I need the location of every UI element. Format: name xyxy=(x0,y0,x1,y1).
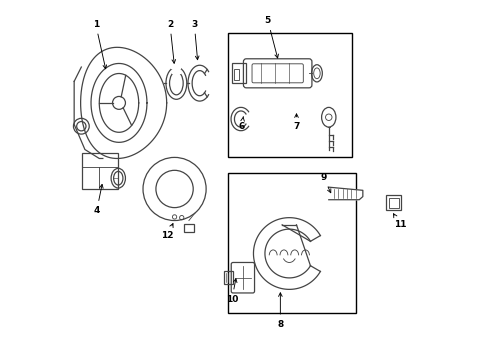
Bar xyxy=(224,271,233,284)
Bar xyxy=(228,173,355,313)
Text: 11: 11 xyxy=(393,214,406,229)
Bar xyxy=(388,198,398,208)
Text: 1: 1 xyxy=(92,19,106,69)
Bar xyxy=(184,225,194,232)
Bar xyxy=(231,63,246,83)
Text: 2: 2 xyxy=(166,19,175,63)
Text: 9: 9 xyxy=(320,173,330,193)
Text: 4: 4 xyxy=(93,184,103,215)
Text: 7: 7 xyxy=(293,114,299,131)
Bar xyxy=(82,153,118,189)
Polygon shape xyxy=(328,187,362,200)
Text: 5: 5 xyxy=(264,16,278,58)
Bar xyxy=(233,69,239,80)
Text: 8: 8 xyxy=(277,293,283,329)
Bar xyxy=(386,195,400,211)
Text: 3: 3 xyxy=(191,19,199,60)
Text: 6: 6 xyxy=(238,117,244,131)
Text: 10: 10 xyxy=(225,279,238,303)
Text: 12: 12 xyxy=(161,224,173,240)
Bar xyxy=(228,33,351,157)
